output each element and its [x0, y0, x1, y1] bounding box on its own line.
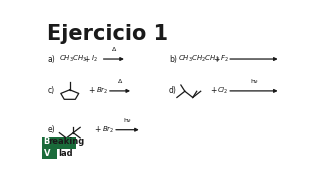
Text: hν: hν: [250, 79, 258, 84]
Text: Δ: Δ: [112, 47, 116, 52]
Text: +: +: [88, 86, 95, 95]
Text: +: +: [84, 55, 90, 64]
Text: Ejercicio 1: Ejercicio 1: [47, 24, 169, 44]
Text: hν: hν: [124, 118, 131, 123]
Text: e): e): [47, 125, 55, 134]
Text: Δ: Δ: [118, 79, 122, 84]
Text: V: V: [44, 149, 50, 158]
Text: a): a): [47, 55, 55, 64]
Text: reaking: reaking: [48, 137, 84, 146]
Text: +: +: [95, 125, 101, 134]
Text: +: +: [214, 55, 220, 64]
FancyBboxPatch shape: [43, 148, 57, 159]
Text: lad: lad: [59, 149, 73, 158]
Text: $Br_2$: $Br_2$: [102, 125, 114, 135]
Text: $F_2$: $F_2$: [220, 54, 228, 64]
Text: B: B: [43, 137, 49, 146]
FancyBboxPatch shape: [43, 137, 76, 149]
Text: +: +: [210, 86, 216, 95]
Text: $Br_2$: $Br_2$: [96, 86, 108, 96]
Text: d): d): [169, 86, 177, 95]
Text: $I_2$: $I_2$: [91, 54, 98, 64]
Text: c): c): [47, 86, 55, 95]
Text: b): b): [169, 55, 177, 64]
Text: $CH_3CH_2CH_3$: $CH_3CH_2CH_3$: [178, 54, 220, 64]
Text: $Cl_2$: $Cl_2$: [217, 86, 229, 96]
Text: $CH_3CH_3$: $CH_3CH_3$: [59, 54, 87, 64]
